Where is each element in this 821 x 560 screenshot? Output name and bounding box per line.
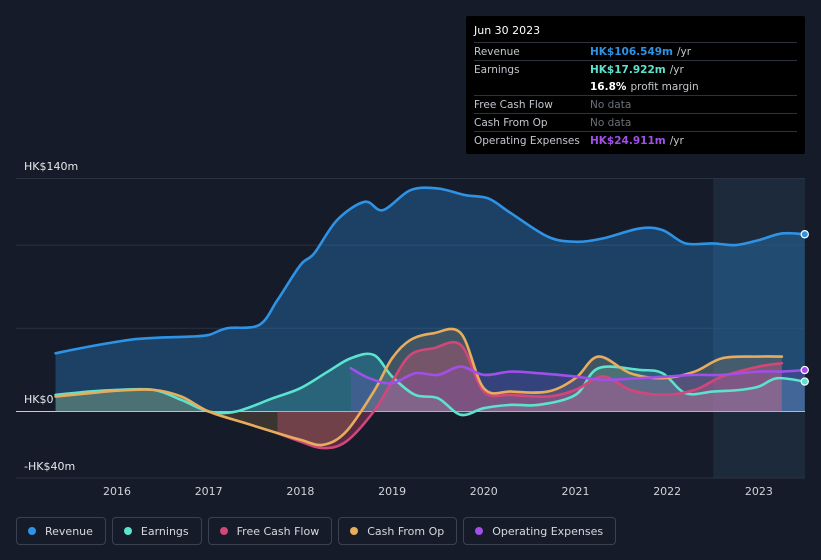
x-tick-label: 2019: [378, 485, 406, 498]
tooltip-value: HK$106.549m: [590, 45, 673, 58]
tooltip-unit: /yr: [677, 45, 692, 58]
x-axis-ticks: 2016 2017 2018 2019 2020 2021 2022 2023: [103, 485, 773, 498]
grid-layer: [16, 178, 805, 479]
tooltip-label: Cash From Op: [474, 116, 548, 129]
free-cash-flow-line: [276, 340, 784, 450]
tooltip-label: Earnings: [474, 63, 520, 76]
x-tick-label: 2018: [286, 485, 314, 498]
data-tooltip: Jun 30 2023 Revenue HK$106.549m /yr Earn…: [466, 16, 805, 154]
x-tick-label: 2016: [103, 485, 131, 498]
tooltip-row-free-cash-flow: Free Cash Flow No data: [474, 95, 797, 113]
y-axis-zero-label: HK$0: [24, 393, 54, 406]
legend-item-cash-from-op[interactable]: Cash From Op: [338, 517, 458, 545]
tooltip-unit: /yr: [669, 63, 684, 76]
tooltip-value: No data: [590, 116, 632, 129]
x-tick-label: 2023: [745, 485, 773, 498]
tooltip-value: No data: [590, 98, 632, 111]
legend-item-earnings[interactable]: Earnings: [111, 517, 202, 545]
chart-canvas: 2016 2017 2018 2019 2020 2021 2022 2023: [16, 178, 809, 498]
tooltip-value: HK$24.911m: [590, 134, 666, 147]
tooltip-label: Revenue: [474, 45, 520, 58]
free-cash-flow-area: [277, 342, 782, 449]
legend-label: Revenue: [45, 524, 93, 538]
tooltip-value: 16.8%: [590, 80, 627, 93]
operating-expenses-line: [349, 365, 807, 385]
legend-item-revenue[interactable]: Revenue: [16, 517, 106, 545]
x-tick-label: 2020: [470, 485, 498, 498]
tooltip-unit: /yr: [669, 134, 684, 147]
operating-expenses-end-marker: [800, 365, 809, 375]
y-axis-top-label: HK$140m: [24, 160, 79, 173]
tooltip-row-cash-from-op: Cash From Op No data: [474, 113, 797, 131]
revenue-dot-icon: [28, 527, 36, 535]
legend-label: Cash From Op: [367, 524, 445, 538]
y-axis-bottom-label: -HK$40m: [24, 460, 76, 473]
legend-item-operating-expenses[interactable]: Operating Expenses: [463, 517, 617, 545]
legend-label: Free Cash Flow: [236, 524, 320, 538]
tooltip-unit: profit margin: [630, 80, 699, 93]
operating-expenses-dot-icon: [475, 527, 484, 535]
tooltip-row-earnings: Earnings HK$17.922m /yr: [474, 60, 797, 78]
tooltip-value: HK$17.922m: [590, 63, 666, 76]
tooltip-label: Operating Expenses: [474, 134, 580, 147]
revenue-area: [55, 187, 805, 412]
tooltip-row-profit-margin: 16.8% profit margin: [474, 78, 797, 95]
series-areas: [55, 187, 805, 449]
legend-item-free-cash-flow[interactable]: Free Cash Flow: [207, 517, 333, 545]
cash-from-op-area: [55, 328, 782, 446]
legend-label: Earnings: [140, 524, 189, 538]
series-lines: [54, 186, 809, 450]
chart-legend: Revenue Earnings Free Cash Flow Cash Fro…: [16, 517, 617, 545]
tooltip-row-revenue: Revenue HK$106.549m /yr: [474, 42, 797, 60]
tooltip-date: Jun 30 2023: [474, 24, 541, 37]
cash-from-op-dot-icon: [350, 527, 359, 535]
earnings-dot-icon: [123, 527, 132, 535]
earnings-end-marker: [800, 377, 809, 386]
x-tick-label: 2017: [195, 485, 223, 498]
tooltip-row-operating-expenses: Operating Expenses HK$24.911m /yr: [474, 131, 797, 149]
legend-label: Operating Expenses: [492, 524, 604, 538]
tooltip-label: Free Cash Flow: [474, 98, 553, 111]
earnings-area: [55, 353, 805, 416]
free-cash-flow-dot-icon: [219, 527, 228, 535]
revenue-end-marker: [800, 230, 809, 239]
revenue-line: [54, 186, 807, 355]
x-tick-label: 2022: [653, 485, 681, 498]
x-tick-label: 2021: [562, 485, 590, 498]
